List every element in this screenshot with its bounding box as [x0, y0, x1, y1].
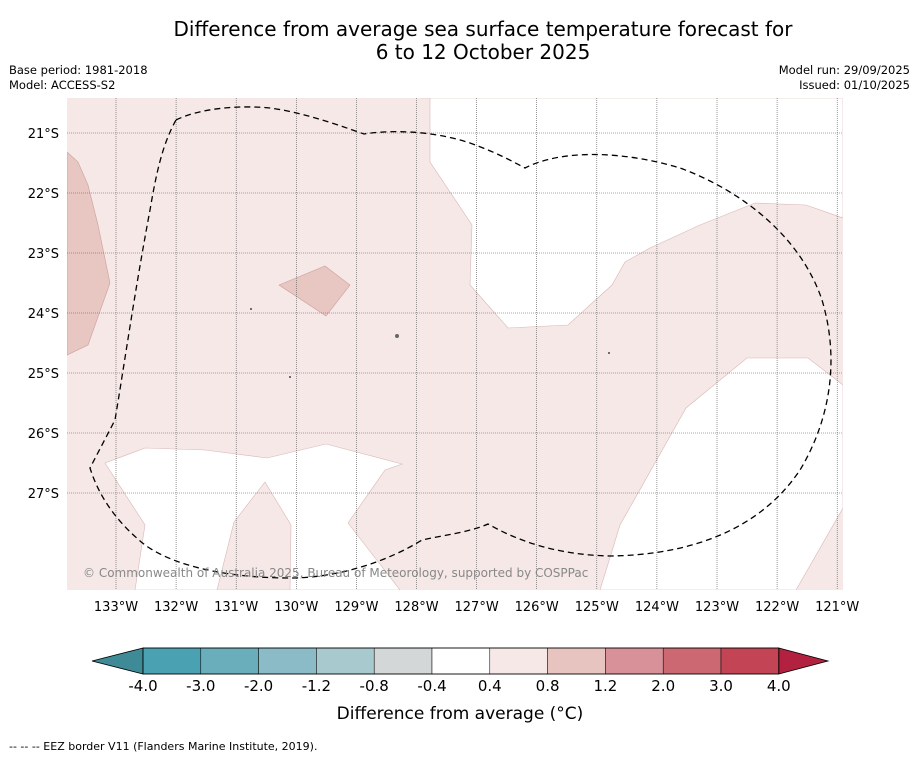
- eez-legend-footer: -- -- -- EEZ border V11 (Flanders Marine…: [9, 740, 318, 753]
- colorbar-tick-label: -1.2: [301, 677, 332, 695]
- speck: [395, 334, 399, 338]
- colorbar-tick-label: 2.0: [651, 677, 676, 695]
- lon-tick-label: 126°W: [515, 600, 559, 615]
- issued-date: Issued: 01/10/2025: [799, 78, 910, 92]
- speck: [608, 352, 610, 354]
- lon-tick-label: 129°W: [334, 600, 378, 615]
- lat-tick-label: 22°S: [28, 187, 59, 202]
- speck: [289, 376, 291, 378]
- speck: [250, 308, 252, 310]
- copyright-credit: © Commonwealth of Australia 2025, Bureau…: [83, 566, 588, 580]
- map-title: Difference from average sea surface temp…: [0, 18, 919, 64]
- lat-tick-label: 26°S: [28, 427, 59, 442]
- lon-tick-label: 130°W: [274, 600, 318, 615]
- latitude-tick-labels: 21°S 22°S 23°S 24°S 25°S 26°S 27°S: [28, 127, 59, 502]
- model-run: Model run: 29/09/2025: [778, 63, 910, 77]
- colorbar-tick-label: -0.8: [359, 677, 389, 695]
- colorbar-swatch: [605, 647, 664, 675]
- lat-tick-label: 24°S: [28, 307, 59, 322]
- lon-tick-label: 127°W: [455, 600, 499, 615]
- colorbar-swatch: [662, 647, 722, 675]
- lat-tick-label: 23°S: [28, 247, 59, 262]
- colorbar-swatch: [142, 647, 202, 675]
- title-line-2: 6 to 12 October 2025: [375, 40, 591, 64]
- colorbar-swatch: [373, 647, 433, 675]
- colorbar-tick-label: -2.0: [243, 677, 274, 695]
- anomaly-0.8-1.2-west: [67, 151, 111, 356]
- anomaly-tongue-south: [216, 481, 292, 590]
- lon-tick-label: 131°W: [214, 600, 258, 615]
- colorbar-extend-high: [778, 647, 830, 675]
- near-average-region-southeast: [599, 357, 843, 590]
- colorbar-tick-label: -3.0: [186, 677, 216, 695]
- model-name: Model: ACCESS-S2: [9, 78, 116, 92]
- colorbar-extend-low: [91, 647, 144, 675]
- meta-right: Model run: 29/09/2025 Issued: 01/10/2025: [779, 63, 910, 93]
- meta-left: Base period: 1981-2018 Model: ACCESS-S2: [9, 63, 148, 93]
- colorbar-swatch: [200, 647, 259, 675]
- title-line-1: Difference from average sea surface temp…: [173, 17, 793, 41]
- lon-tick-label: 125°W: [575, 600, 619, 615]
- colorbar: [91, 647, 830, 675]
- lon-tick-label: 132°W: [154, 600, 198, 615]
- anomaly-0.8-1.2-center: [278, 265, 351, 317]
- longitude-tick-labels: 133°W 132°W 131°W 130°W 129°W 128°W 127°W 126°W…: [94, 600, 860, 615]
- lat-tick-label: 27°S: [28, 487, 59, 502]
- latitude-gridlines: [67, 132, 843, 494]
- lat-tick-label: 25°S: [28, 367, 59, 382]
- colorbar-swatch: [720, 647, 780, 675]
- near-average-region-east: [420, 98, 843, 329]
- lon-tick-label: 122°W: [755, 600, 799, 615]
- longitude-gridlines: [115, 98, 838, 590]
- lon-tick-label: 123°W: [695, 600, 739, 615]
- base-period: Base period: 1981-2018: [9, 63, 148, 77]
- colorbar-outline: [142, 647, 780, 675]
- colorbar-swatch: [431, 647, 491, 675]
- colorbar-tick-label: 0.4: [477, 677, 502, 695]
- colorbar-swatch: [489, 647, 548, 675]
- lon-tick-label: 128°W: [394, 600, 438, 615]
- colorbar-swatch: [316, 647, 375, 675]
- colorbar-tick-label: 4.0: [766, 677, 791, 695]
- colorbar-swatch: [547, 647, 606, 675]
- lon-tick-label: 124°W: [635, 600, 679, 615]
- lat-tick-label: 21°S: [28, 127, 59, 142]
- colorbar-tick-label: -4.0: [128, 677, 158, 695]
- colorbar-tick-label: 3.0: [709, 677, 733, 695]
- map-area: © Commonwealth of Australia 2025, Bureau…: [67, 98, 843, 590]
- lon-tick-label: 133°W: [94, 600, 138, 615]
- colorbar-swatch: [258, 647, 317, 675]
- colorbar-tick-label: 1.2: [593, 677, 618, 695]
- lon-tick-label: 121°W: [815, 600, 859, 615]
- colorbar-title: Difference from average (°C): [336, 704, 584, 724]
- colorbar-tick-label: 0.8: [535, 677, 560, 695]
- colorbar-tick-label: -0.4: [417, 677, 447, 695]
